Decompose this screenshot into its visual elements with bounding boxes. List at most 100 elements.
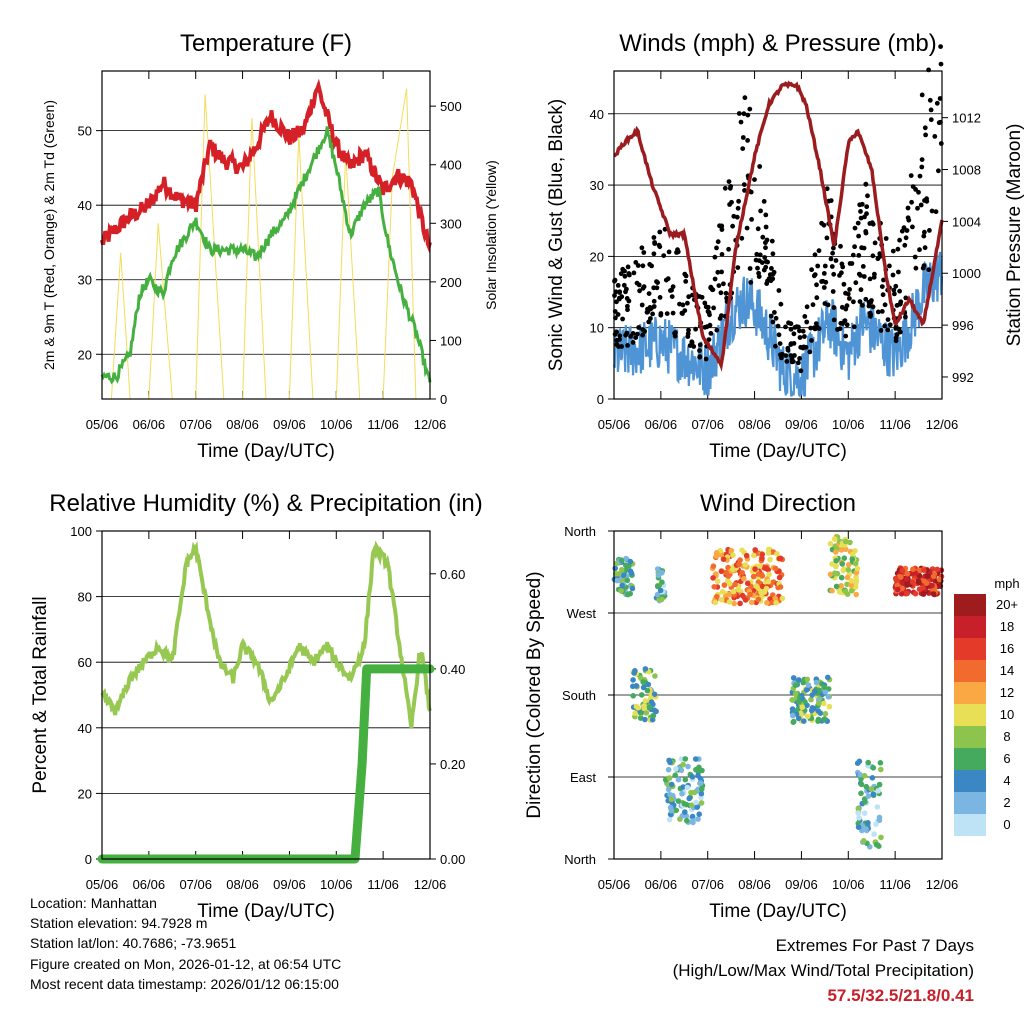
gust-point [897, 237, 902, 243]
direction-point [714, 593, 720, 600]
x-tick-label: 10/06 [832, 877, 865, 892]
gust-point [879, 309, 885, 314]
direction-point [862, 799, 868, 805]
direction-point [869, 775, 876, 781]
gust-point [938, 141, 944, 146]
gust-point [916, 189, 921, 195]
gust-point [703, 304, 709, 310]
gust-point [691, 344, 697, 349]
gust-point [711, 305, 716, 311]
gust-point [903, 295, 909, 301]
gust-point [858, 273, 863, 278]
x-tick-label: 11/06 [879, 877, 911, 892]
chart-title: Wind Direction [700, 490, 856, 517]
gust-point [657, 229, 663, 235]
direction-point [710, 575, 716, 581]
gust-point [861, 274, 867, 279]
gust-point [747, 106, 753, 112]
direction-point [865, 759, 871, 766]
gust-point [652, 241, 658, 247]
direction-point [667, 791, 673, 798]
y-tick-label: 100 [70, 524, 92, 539]
wind-speed-line [612, 251, 944, 398]
gust-point [863, 181, 869, 187]
y-axis-label: 2m & 9m T (Red, Orange) & 2m Td (Green) [41, 100, 57, 370]
gust-point [788, 342, 794, 347]
gust-point [788, 326, 794, 332]
y-axis-label: Direction (Colored By Speed) [524, 571, 545, 818]
direction-point [640, 684, 647, 691]
direction-point [796, 677, 802, 683]
x-tick-label: 07/06 [179, 877, 212, 892]
gust-point [777, 341, 783, 346]
direction-point [916, 579, 922, 586]
gust-point [706, 337, 712, 342]
direction-point [645, 681, 652, 688]
gust-point [736, 198, 741, 204]
direction-point [618, 588, 624, 594]
gust-point [909, 199, 914, 205]
gust-point [897, 288, 902, 294]
direction-point [627, 568, 634, 574]
colorbar-label: 16 [1000, 641, 1014, 656]
gust-point [828, 256, 834, 262]
direction-point [893, 577, 900, 584]
y-tick-label: 0 [597, 392, 604, 407]
direction-point [839, 561, 846, 567]
gust-point [896, 269, 901, 275]
gust-point [797, 328, 802, 334]
gust-point [928, 117, 934, 123]
gust-point [850, 252, 856, 258]
gust-point [824, 186, 830, 192]
gust-point [745, 138, 750, 143]
gust-point [741, 111, 747, 117]
direction-point [829, 561, 835, 567]
direction-point [876, 817, 883, 824]
direction-point [749, 599, 755, 606]
gust-point [670, 284, 676, 290]
direction-point [619, 582, 625, 589]
gust-point [901, 225, 907, 231]
direction-point [898, 591, 905, 597]
gust-point [735, 205, 741, 211]
gust-point [706, 310, 712, 315]
direction-point [843, 546, 849, 553]
gust-point [641, 250, 647, 255]
gust-point [906, 217, 912, 223]
gust-point [775, 323, 781, 329]
gust-point [903, 314, 908, 320]
direction-point [790, 675, 797, 681]
direction-point [730, 552, 736, 558]
x-tick-label: 05/06 [86, 877, 119, 892]
gust-point [639, 245, 645, 251]
x-tick-label: 06/06 [133, 877, 166, 892]
gust-point [714, 327, 720, 333]
y2-tick-label: 400 [440, 158, 462, 173]
x-tick-label: 11/06 [367, 417, 399, 432]
gust-point [887, 263, 892, 269]
gust-point [715, 269, 721, 275]
location-text: Location: Manhattan [30, 895, 157, 911]
direction-point [631, 670, 637, 676]
colorbar-swatch [954, 726, 986, 748]
direction-point [673, 766, 679, 772]
gust-point [654, 285, 660, 291]
gust-point [856, 233, 861, 239]
y2-tick-label: 300 [440, 216, 462, 231]
x-axis-label: Time (Day/UTC) [709, 901, 847, 922]
gust-point [749, 217, 754, 222]
extremes-box: Extremes For Past 7 Days (High/Low/Max W… [673, 933, 974, 1008]
gust-point [840, 264, 846, 270]
gust-point [703, 356, 709, 362]
direction-point [790, 712, 796, 719]
y2-tick-label: 500 [440, 99, 462, 114]
direction-point [755, 596, 762, 603]
gust-point [636, 325, 642, 330]
direction-point [938, 567, 945, 573]
gust-point [822, 263, 828, 269]
direction-point [743, 552, 750, 559]
gust-point [756, 270, 761, 276]
colorbar-label: 8 [1003, 729, 1010, 744]
direction-point [820, 700, 827, 707]
gust-point [740, 146, 746, 152]
